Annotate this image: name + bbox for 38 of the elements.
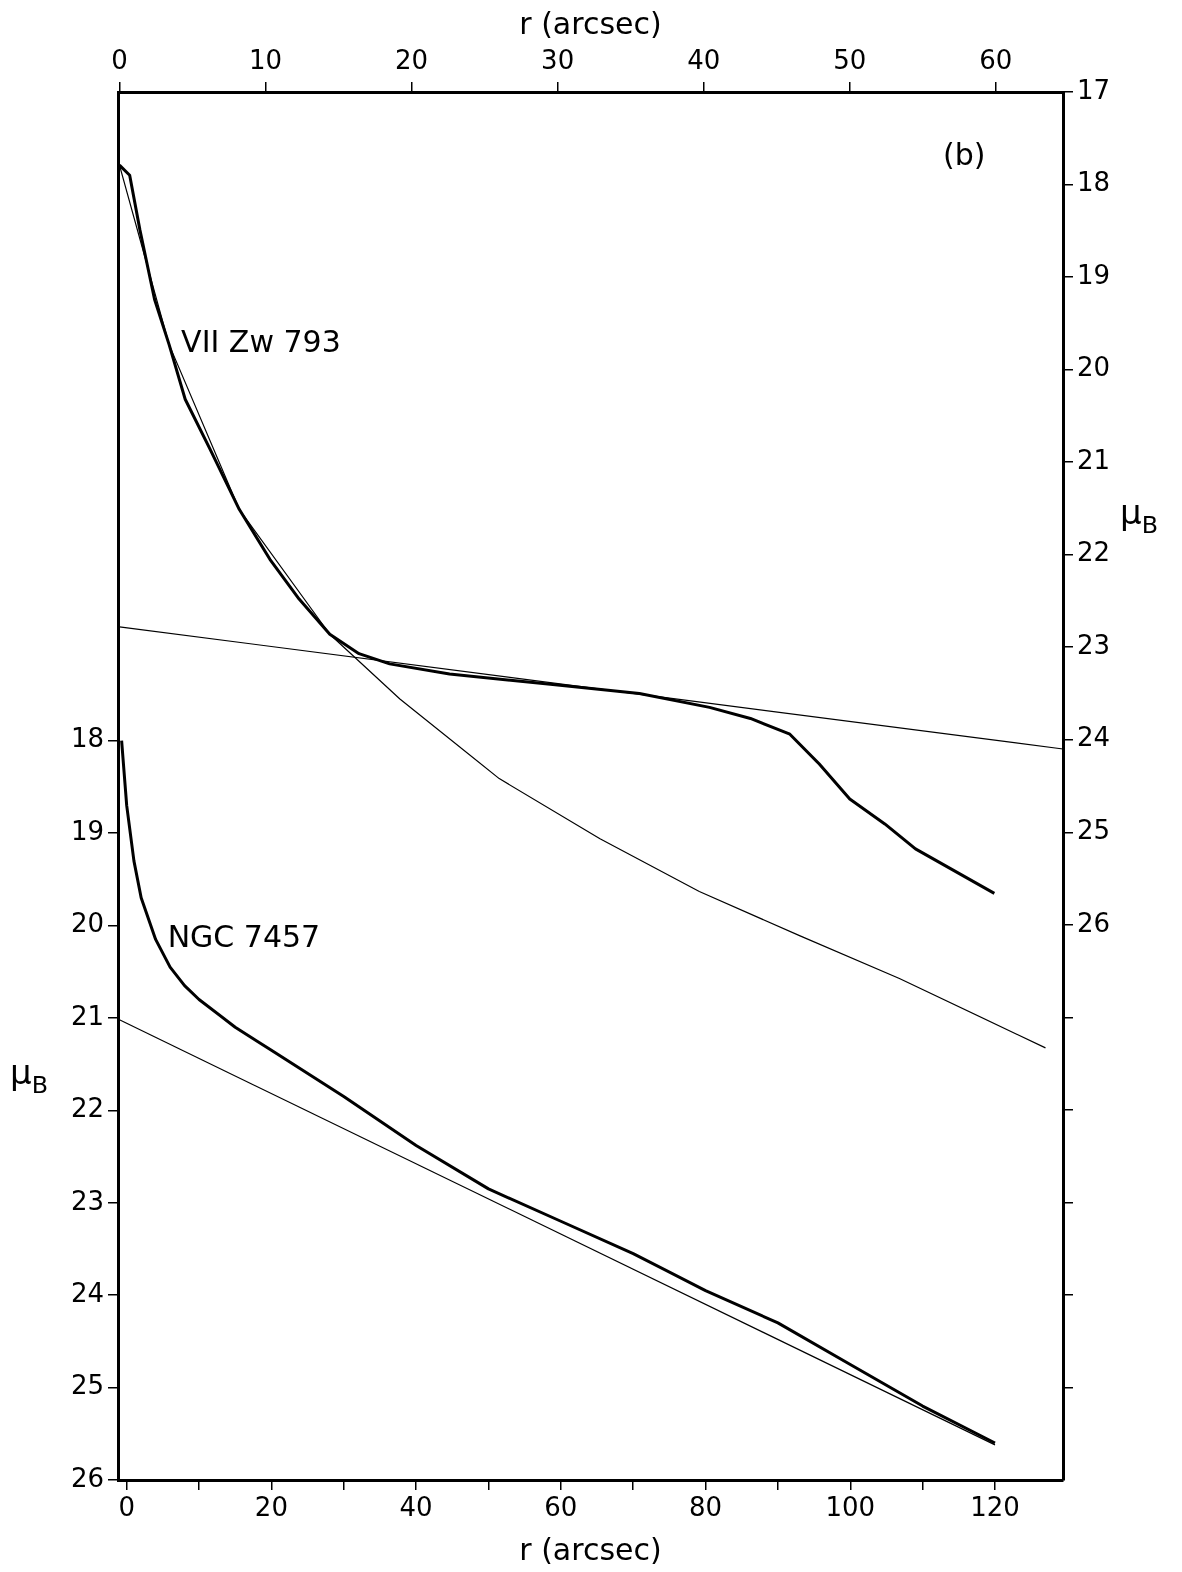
x-tick-label: 80 bbox=[689, 1492, 723, 1523]
y-tick-label: 18 bbox=[1077, 167, 1111, 198]
y-tick-label: 23 bbox=[70, 1185, 104, 1216]
y-tick-label: 24 bbox=[70, 1277, 104, 1308]
y-tick-label: 21 bbox=[70, 1000, 104, 1031]
x-axis-title: r (arcsec) bbox=[519, 1531, 662, 1567]
x-tick-label: 0 bbox=[118, 1492, 135, 1523]
y-tick-label: 22 bbox=[1077, 537, 1111, 568]
y-tick-label: 24 bbox=[1077, 722, 1111, 753]
x-tick-label: 30 bbox=[541, 45, 575, 76]
series-label: VII Zw 793 bbox=[181, 324, 341, 360]
y-tick-label: 19 bbox=[70, 815, 104, 846]
y-tick-label: 19 bbox=[1077, 259, 1111, 290]
y-tick-label: 21 bbox=[1077, 444, 1111, 475]
x-axis-title: r (arcsec) bbox=[519, 5, 662, 41]
x-tick-label: 60 bbox=[544, 1492, 578, 1523]
x-tick-label: 40 bbox=[399, 1492, 433, 1523]
x-tick-label: 20 bbox=[395, 45, 429, 76]
annotation: (b) bbox=[943, 136, 986, 172]
y-tick-label: 23 bbox=[1077, 629, 1111, 660]
y-tick-label: 18 bbox=[70, 723, 104, 754]
y-tick-label: 20 bbox=[70, 908, 104, 939]
y-tick-label: 26 bbox=[1077, 907, 1111, 938]
y-tick-label: 20 bbox=[1077, 352, 1111, 383]
x-tick-label: 100 bbox=[825, 1492, 876, 1523]
x-tick-label: 50 bbox=[833, 45, 867, 76]
x-tick-label: 120 bbox=[970, 1492, 1020, 1523]
y-tick-label: 26 bbox=[70, 1462, 104, 1493]
x-tick-label: 40 bbox=[687, 45, 721, 76]
x-tick-label: 20 bbox=[254, 1492, 288, 1523]
y-tick-label: 17 bbox=[1077, 74, 1111, 105]
y-tick-label: 25 bbox=[70, 1370, 104, 1401]
x-tick-label: 0 bbox=[111, 45, 128, 76]
x-tick-label: 60 bbox=[979, 45, 1013, 76]
y-tick-label: 22 bbox=[70, 1093, 104, 1124]
series-label: NGC 7457 bbox=[167, 919, 321, 955]
x-tick-label: 10 bbox=[248, 45, 283, 76]
y-tick-label: 25 bbox=[1077, 815, 1111, 846]
